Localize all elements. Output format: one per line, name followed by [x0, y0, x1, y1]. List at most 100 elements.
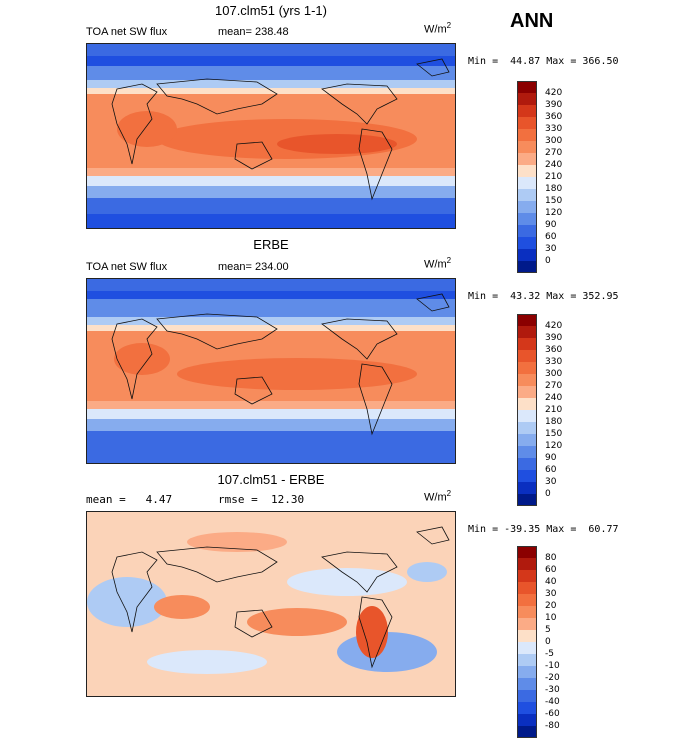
colorbar-swatch	[517, 642, 537, 654]
colorbar-tick-label: 360	[545, 112, 563, 122]
panel3-minmax: Min = -39.35 Max = 60.77	[468, 524, 619, 535]
colorbar-swatch	[517, 81, 537, 93]
panel1-colorbar	[517, 81, 537, 273]
colorbar-swatch	[517, 165, 537, 177]
colorbar-swatch	[517, 446, 537, 458]
colorbar-swatch	[517, 374, 537, 386]
colorbar-tick-label: -20	[545, 673, 560, 683]
colorbar-tick-label: 60	[545, 565, 557, 575]
colorbar-swatch	[517, 618, 537, 630]
colorbar-tick-label: 330	[545, 357, 563, 367]
colorbar-tick-label: 30	[545, 244, 557, 254]
colorbar-tick-label: -80	[545, 721, 560, 731]
panel2-map-svg	[87, 279, 455, 463]
panel3-map-svg	[87, 512, 455, 696]
colorbar-tick-label: 420	[545, 88, 563, 98]
colorbar-swatch	[517, 105, 537, 117]
colorbar-tick-label: 270	[545, 148, 563, 158]
colorbar-tick-label: 390	[545, 100, 563, 110]
colorbar-tick-label: 300	[545, 136, 563, 146]
panel3-colorbar-labels: 80 60 40 30 20 10 5 0 -5 -10 -20 -30 -40 -60 -80	[545, 552, 560, 732]
colorbar-swatch	[517, 213, 537, 225]
panel2-colorbar	[517, 314, 537, 506]
colorbar-swatch	[517, 702, 537, 714]
colorbar-swatch	[517, 606, 537, 618]
panel2-map	[86, 278, 456, 464]
colorbar-swatch	[517, 201, 537, 213]
colorbar-swatch	[517, 350, 537, 362]
panel1-units: W/m2	[424, 21, 452, 36]
colorbar-tick-label: 90	[545, 453, 557, 463]
panel2-colorbar-labels: 420 390 360 330 300 270 240 210 180 150 120 90 60 30 0	[545, 320, 562, 500]
colorbar-swatch	[517, 93, 537, 105]
panel1-map	[86, 43, 456, 229]
colorbar-tick-label: 240	[545, 393, 563, 403]
colorbar-swatch	[517, 177, 537, 189]
colorbar-tick-label: -40	[545, 697, 560, 707]
colorbar-tick-label: -5	[545, 649, 554, 659]
colorbar-tick-label: 120	[545, 441, 563, 451]
colorbar-tick-label: -10	[545, 661, 560, 671]
colorbar-swatch	[517, 189, 537, 201]
colorbar-swatch	[517, 117, 537, 129]
colorbar-tick-label: 40	[545, 577, 557, 587]
colorbar-tick-label: -60	[545, 709, 560, 719]
colorbar-swatch	[517, 666, 537, 678]
colorbar-tick-label: 330	[545, 124, 563, 134]
colorbar-tick-label: 20	[545, 601, 557, 611]
colorbar-swatch	[517, 570, 537, 582]
colorbar-swatch	[517, 434, 537, 446]
panel3-mean: mean = 4.47	[86, 493, 173, 506]
colorbar-swatch	[517, 678, 537, 690]
colorbar-swatch	[517, 726, 537, 738]
colorbar-swatch	[517, 458, 537, 470]
colorbar-tick-label: 210	[545, 405, 563, 415]
colorbar-swatch	[517, 654, 537, 666]
colorbar-swatch	[517, 141, 537, 153]
panel2-units: W/m2	[424, 256, 452, 271]
colorbar-tick-label: 0	[545, 637, 551, 647]
panel1-variable: TOA net SW flux	[86, 26, 168, 38]
colorbar-swatch	[517, 326, 537, 338]
colorbar-tick-label: 240	[545, 160, 563, 170]
colorbar-swatch	[517, 690, 537, 702]
colorbar-tick-label: 180	[545, 184, 563, 194]
colorbar-swatch	[517, 153, 537, 165]
colorbar-swatch	[517, 594, 537, 606]
colorbar-swatch	[517, 422, 537, 434]
colorbar-swatch	[517, 630, 537, 642]
colorbar-tick-label: 5	[545, 625, 551, 635]
colorbar-swatch	[517, 582, 537, 594]
panel2-variable: TOA net SW flux	[86, 261, 168, 273]
panel3-title: 107.clm51 - ERBE	[217, 472, 325, 487]
colorbar-swatch	[517, 261, 537, 273]
colorbar-swatch	[517, 410, 537, 422]
colorbar-swatch	[517, 470, 537, 482]
panel3-map	[86, 511, 456, 697]
colorbar-tick-label: 360	[545, 345, 563, 355]
colorbar-tick-label: 30	[545, 477, 557, 487]
panel1-title: 107.clm51 (yrs 1-1)	[215, 3, 327, 18]
panel3-colorbar	[517, 546, 537, 738]
colorbar-tick-label: 60	[545, 232, 557, 242]
colorbar-swatch	[517, 225, 537, 237]
colorbar-tick-label: 30	[545, 589, 557, 599]
colorbar-tick-label: 10	[545, 613, 557, 623]
panel1-map-svg	[87, 44, 455, 228]
panel2-minmax: Min = 43.32 Max = 352.95	[468, 291, 619, 302]
colorbar-tick-label: 210	[545, 172, 563, 182]
colorbar-swatch	[517, 714, 537, 726]
colorbar-tick-label: 0	[545, 489, 551, 499]
colorbar-tick-label: 0	[545, 256, 551, 266]
season-label: ANN	[510, 10, 554, 32]
colorbar-tick-label: 90	[545, 220, 557, 230]
panel2-mean: mean= 234.00	[218, 261, 289, 273]
colorbar-tick-label: 270	[545, 381, 563, 391]
colorbar-tick-label: 60	[545, 465, 557, 475]
colorbar-tick-label: 390	[545, 333, 563, 343]
colorbar-swatch	[517, 362, 537, 374]
colorbar-swatch	[517, 398, 537, 410]
panel1-minmax: Min = 44.87 Max = 366.50	[468, 56, 619, 67]
colorbar-swatch	[517, 237, 537, 249]
colorbar-tick-label: 120	[545, 208, 563, 218]
